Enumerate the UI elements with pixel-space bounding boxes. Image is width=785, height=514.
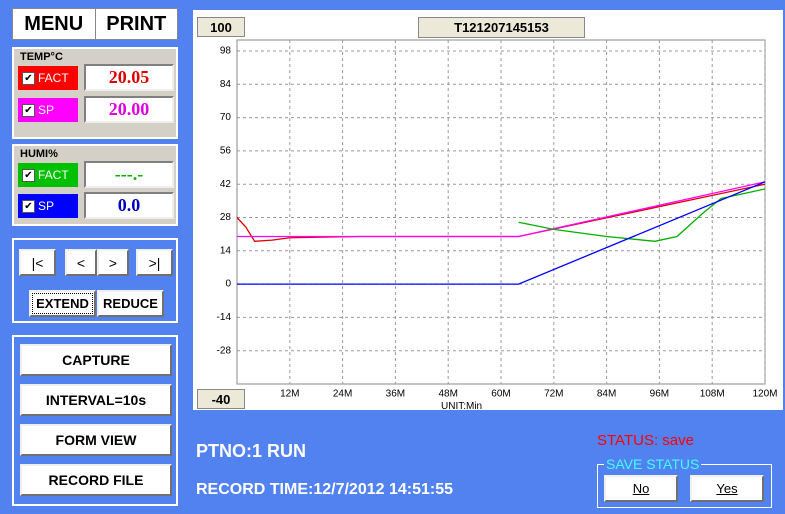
humi-group: HUMI% ✔ FACT ---.- ✔ SP 0.0 bbox=[12, 144, 178, 226]
ptno: PTNO:1 RUN bbox=[196, 441, 307, 461]
first-button[interactable]: |< bbox=[19, 249, 56, 276]
series-line bbox=[518, 188, 766, 242]
status: STATUS: save bbox=[597, 432, 694, 449]
record-time: RECORD TIME:12/7/2012 14:51:55 bbox=[196, 481, 453, 498]
chip-label: FACT bbox=[38, 168, 69, 182]
record-file-button[interactable]: RECORD FILE bbox=[20, 464, 172, 496]
x-tick-label: 120M bbox=[752, 389, 777, 400]
x-tick-label: 36M bbox=[386, 389, 405, 400]
temp-group: TEMP°C ✔ FACT 20.05 ✔ SP 20.00 bbox=[12, 47, 178, 139]
next-button[interactable]: > bbox=[97, 249, 129, 276]
y-tick-label: 98 bbox=[220, 46, 232, 57]
x-tick-label: 72M bbox=[544, 389, 563, 400]
nav-group: |< < > >| EXTEND REDUCE bbox=[12, 238, 178, 323]
action-group: CAPTURE INTERVAL=10s FORM VIEW RECORD FI… bbox=[12, 335, 178, 506]
chip-label: FACT bbox=[38, 71, 69, 85]
capture-button[interactable]: CAPTURE bbox=[20, 344, 172, 376]
temp-sp-toggle[interactable]: ✔ SP bbox=[18, 98, 78, 122]
plot-frame bbox=[236, 39, 766, 385]
group-label: TEMP°C bbox=[20, 51, 63, 63]
humi-fact-value: ---.- bbox=[84, 161, 174, 188]
x-tick-label: 48M bbox=[438, 389, 457, 400]
group-title: SAVE STATUS bbox=[604, 456, 702, 472]
x-tick-label: 24M bbox=[333, 389, 352, 400]
prev-button[interactable]: < bbox=[65, 249, 97, 276]
temp-sp-value: 20.00 bbox=[84, 96, 174, 123]
y-tick-label: 70 bbox=[220, 112, 232, 123]
temp-fact-value: 20.05 bbox=[84, 64, 174, 91]
humi-fact-toggle[interactable]: ✔ FACT bbox=[18, 163, 78, 187]
y-tick-label: 84 bbox=[220, 79, 232, 90]
y-max-box: 100 bbox=[197, 17, 245, 37]
y-tick-label: 0 bbox=[225, 279, 231, 290]
y-tick-label: -14 bbox=[217, 312, 232, 323]
menu-button[interactable]: MENU bbox=[13, 9, 96, 39]
x-tick-label: 60M bbox=[491, 389, 510, 400]
chip-label: SP bbox=[38, 103, 55, 117]
x-tick-label: 96M bbox=[650, 389, 669, 400]
series-line bbox=[237, 181, 766, 238]
no-button[interactable]: No bbox=[604, 475, 678, 502]
group-label: HUMI% bbox=[20, 148, 58, 160]
chart-title: T121207145153 bbox=[418, 17, 585, 38]
y-min-box: -40 bbox=[197, 389, 245, 409]
form-view-button[interactable]: FORM VIEW bbox=[20, 424, 172, 456]
y-tick-label: 42 bbox=[220, 179, 232, 190]
last-button[interactable]: >| bbox=[136, 249, 173, 276]
y-tick-label: 56 bbox=[220, 146, 232, 157]
series-line bbox=[237, 181, 766, 285]
print-button[interactable]: PRINT bbox=[106, 12, 167, 35]
chart-panel: 98 84 70 56 42 28 14 0 -14 -28 12M 24M 36M 48M 60M 72M 8… bbox=[193, 10, 783, 412]
x-tick-label: 84M bbox=[597, 389, 616, 400]
x-tick-label: 12M bbox=[280, 389, 299, 400]
chip-label: SP bbox=[38, 199, 55, 213]
chart: 98 84 70 56 42 28 14 0 -14 -28 12M 24M 36M 48M 60M 72M 8… bbox=[217, 39, 778, 400]
save-status-group: SAVE STATUS No Yes bbox=[597, 456, 772, 508]
extend-button[interactable]: EXTEND bbox=[29, 290, 96, 317]
x-unit: UNIT:Min bbox=[441, 401, 483, 412]
humi-sp-toggle[interactable]: ✔ SP bbox=[18, 194, 78, 218]
temp-fact-toggle[interactable]: ✔ FACT bbox=[18, 66, 78, 90]
y-tick-label: 14 bbox=[220, 245, 232, 256]
y-tick-label: 28 bbox=[220, 212, 232, 223]
humi-sp-value: 0.0 bbox=[84, 192, 174, 219]
x-tick-label: 108M bbox=[700, 389, 725, 400]
menu-bar: MENU PRINT bbox=[12, 8, 178, 40]
yes-button[interactable]: Yes bbox=[690, 475, 764, 502]
y-tick-label: -28 bbox=[217, 345, 232, 356]
interval-button[interactable]: INTERVAL=10s bbox=[20, 384, 172, 416]
reduce-button[interactable]: REDUCE bbox=[97, 290, 164, 317]
